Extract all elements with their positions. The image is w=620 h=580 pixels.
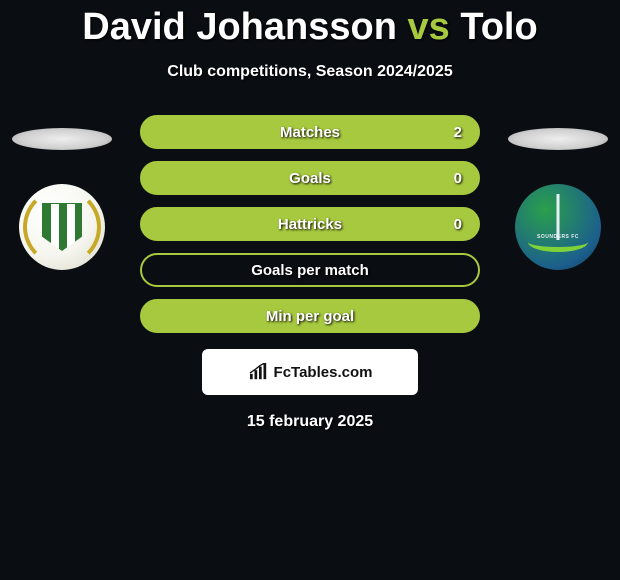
stat-row: Matches2 (140, 115, 480, 149)
stat-label: Goals (142, 170, 478, 187)
stat-label: Goals per match (142, 262, 478, 279)
stat-row: Min per goal (140, 299, 480, 333)
sounders-crest: SOUNDERS FC (515, 184, 601, 270)
swoosh-icon (528, 232, 588, 252)
brand-badge[interactable]: FcTables.com (202, 349, 418, 395)
date-text: 15 february 2025 (0, 413, 620, 431)
club-left (12, 128, 112, 270)
subtitle: Club competitions, Season 2024/2025 (0, 63, 620, 81)
hammarby-crest (19, 184, 105, 270)
bar-chart-icon (248, 363, 270, 381)
stat-row: Goals per match (140, 253, 480, 287)
vs-text: vs (407, 6, 449, 48)
brand-text: FcTables.com (274, 364, 373, 381)
photo-placeholder-left (12, 128, 112, 150)
player2-name: Tolo (460, 6, 537, 48)
stat-label: Min per goal (142, 308, 478, 325)
stat-label: Matches (142, 124, 478, 141)
page-title: David Johansson vs Tolo (0, 0, 620, 49)
stat-label: Hattricks (142, 216, 478, 233)
stat-row: Hattricks0 (140, 207, 480, 241)
stats-list: Matches2 Goals0 Hattricks0 Goals per match M… (140, 115, 480, 333)
stat-row: Goals0 (140, 161, 480, 195)
comparison-card: David Johansson vs Tolo Club competition… (0, 0, 620, 431)
club-right: SOUNDERS FC (508, 128, 608, 270)
player1-name: David Johansson (82, 6, 397, 48)
photo-placeholder-right (508, 128, 608, 150)
